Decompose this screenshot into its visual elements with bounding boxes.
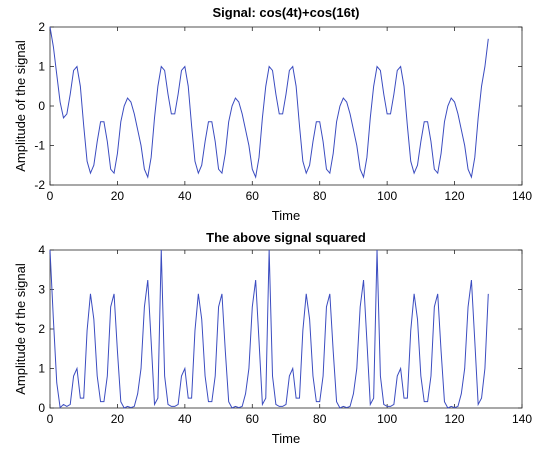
x-tick-label: 60 [246,189,260,203]
y-tick-label: 3 [38,283,45,297]
y-axis-label: Amplitude of the signal [13,263,28,395]
y-tick-label: 4 [38,243,45,257]
plot-title: The above signal squared [206,230,366,245]
y-tick-label: 1 [38,362,45,376]
y-tick-label: 2 [38,20,45,34]
x-axis-label: Time [272,431,300,446]
x-tick-label: 40 [178,412,192,426]
x-tick-label: 140 [512,189,532,203]
x-tick-label: 80 [313,412,327,426]
squared-signal-line [49,249,489,409]
x-tick-label: 20 [111,189,125,203]
x-tick-label: 60 [246,412,260,426]
x-tick-label: 80 [313,189,327,203]
x-tick-label: 0 [47,189,54,203]
x-tick-label: 120 [445,412,465,426]
x-tick-label: 140 [512,412,532,426]
plot-area [49,26,523,186]
signal-subplot: Signal: cos(4t)+cos(16t) 0 20 40 60 80 100 120… [13,5,532,223]
x-tick-label: 20 [111,412,125,426]
x-tick-label: 100 [377,412,397,426]
y-tick-label: -1 [34,139,45,153]
x-tick-label: 120 [445,189,465,203]
y-tick-label: 0 [38,99,45,113]
y-tick-label: 2 [38,322,45,336]
x-tick-label: 0 [47,412,54,426]
y-tick-label: 1 [38,60,45,74]
y-tick-label: 0 [38,401,45,415]
x-tick-label: 40 [178,189,192,203]
x-axis-label: Time [272,208,300,223]
signal-line [49,26,489,179]
plot-area [49,249,523,409]
squared-subplot: The above signal squared 0 20 40 60 80 100 120… [13,230,532,446]
x-tick-label: 100 [377,189,397,203]
plot-title: Signal: cos(4t)+cos(16t) [212,5,359,20]
y-tick-label: -2 [34,178,45,192]
y-axis-label: Amplitude of the signal [13,40,28,172]
